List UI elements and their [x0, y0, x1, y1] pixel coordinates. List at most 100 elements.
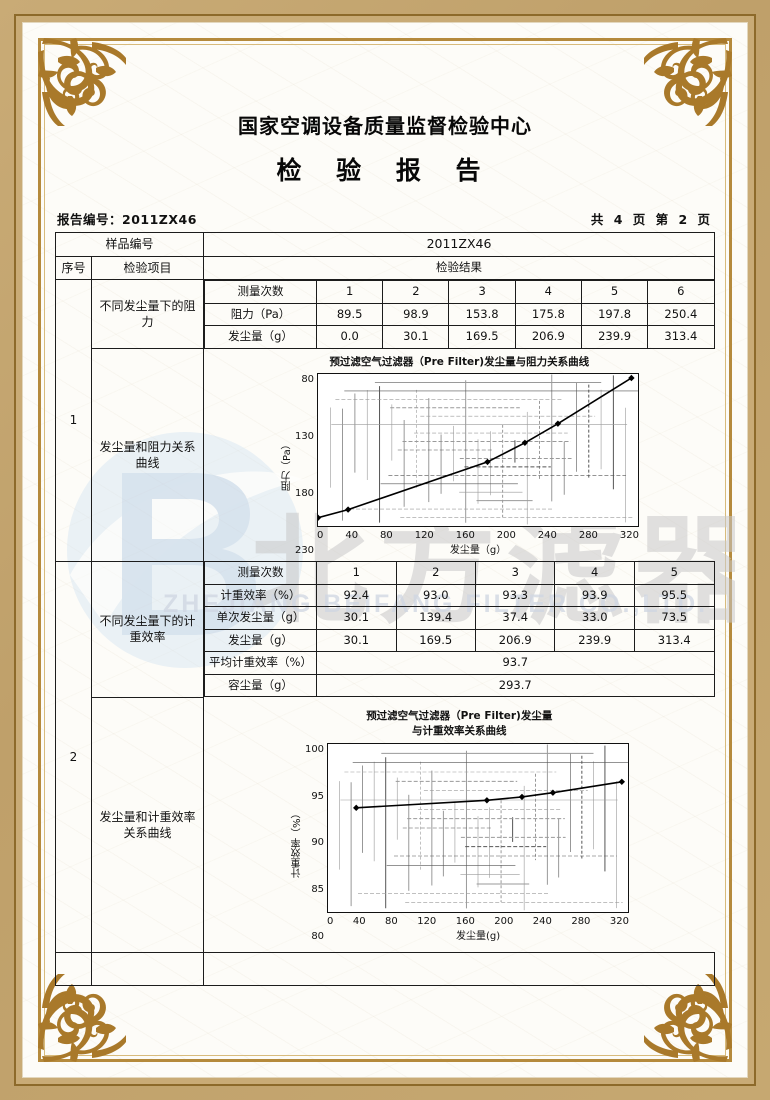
single-dust-label: 单次发尘量（g） — [204, 606, 318, 630]
tick-label: 0 — [317, 530, 324, 542]
dust-6: 313.4 — [647, 325, 715, 349]
tick-label: 280 — [571, 916, 591, 928]
chart-2-cell: 预过滤空气过滤器（Pre Filter)发尘量 与计重效率关系曲线 计重效率（%… — [204, 697, 715, 953]
resistance-subtable: 测量次数 1 2 3 4 5 6 阻力（Pa） 89.5 — [204, 280, 715, 349]
report-title: 检 验 报 告 — [276, 156, 494, 185]
measure-3: 3 — [448, 280, 516, 304]
subtable-row-dust: 发尘量（g） 30.1 169.5 206.9 239.9 313.4 — [204, 628, 715, 653]
chart-1-xlabel: 发尘量（g） — [449, 544, 507, 556]
page-indicator: 共 4 页 第 2 页 — [590, 212, 713, 227]
tick-label: 80 — [301, 374, 315, 386]
sample-no-label: 样品编号 — [54, 232, 205, 257]
subtable-row-single-dust: 单次发尘量（g） 30.1 139.4 37.4 33.0 73.5 — [204, 606, 715, 630]
dust-label: 发尘量（g） — [204, 628, 318, 653]
dust-label: 发尘量（g） — [204, 325, 318, 349]
chart-1-y-ticks: 80 130 180 230 — [295, 373, 317, 557]
chart-2-title-line2: 与计重效率关系曲线 — [412, 725, 507, 738]
chart-1-plot — [317, 373, 640, 528]
chart-2-ylabel: 计重效率（%） — [292, 808, 304, 878]
tick-label: 95 — [311, 790, 325, 802]
col-header-result: 检验结果 — [203, 255, 715, 281]
dust-1: 30.1 — [316, 628, 397, 653]
dust-4: 239.9 — [554, 628, 635, 653]
tick-label: 120 — [417, 916, 437, 928]
row-item-2b: 发尘量和计重效率关系曲线 — [90, 696, 205, 954]
efficiency-4: 93.9 — [554, 583, 635, 608]
single-dust-3: 37.4 — [474, 606, 556, 630]
efficiency-3: 93.3 — [474, 583, 556, 608]
chart-1-title: 预过滤空气过滤器（Pre Filter)发尘量与阻力关系曲线 — [329, 355, 590, 368]
capacity-label: 容尘量（g） — [204, 673, 318, 698]
table-row-2-chart: 发尘量和计重效率关系曲线 预过滤空气过滤器（Pre Filter)发尘量 与计重… — [56, 696, 715, 954]
table-row-blank — [55, 952, 715, 987]
subtable-row-average: 平均计重效率（%） 93.7 — [204, 651, 715, 675]
chart-2-y-ticks: 100 95 90 85 80 — [305, 743, 327, 943]
chart-2-plot — [327, 743, 630, 914]
single-dust-2: 139.4 — [395, 606, 476, 630]
chart-1-cell: 预过滤空气过滤器（Pre Filter)发尘量与阻力关系曲线 阻力（Pa） 80… — [204, 349, 715, 562]
row-1-result-cell: 测量次数 1 2 3 4 5 6 阻力（Pa） 89.5 — [204, 280, 715, 349]
tick-label: 230 — [294, 544, 315, 556]
subtable-row-dust: 发尘量（g） 0.0 30.1 169.5 206.9 239.9 313.4 — [204, 325, 715, 349]
capacity-value: 293.7 — [316, 673, 715, 698]
tick-label: 85 — [311, 884, 325, 896]
subtable-row-measure: 测量次数 1 2 3 4 5 6 — [204, 280, 715, 304]
dust-1: 0.0 — [316, 325, 384, 349]
single-dust-4: 33.0 — [554, 606, 635, 630]
row-index-2: 2 — [55, 560, 92, 954]
avg-value: 93.7 — [316, 651, 715, 675]
tick-label: 240 — [532, 916, 552, 928]
tick-label: 120 — [414, 530, 434, 542]
subtable-row-efficiency: 计重效率（%） 92.4 93.0 93.3 93.9 95.5 — [204, 583, 715, 608]
measure-1: 1 — [316, 280, 384, 304]
tick-label: 0 — [327, 916, 334, 928]
organization-title: 国家空调设备质量监督检验中心 — [238, 114, 532, 138]
tick-label: 280 — [578, 530, 598, 542]
measure-2: 2 — [382, 280, 450, 304]
measure-4: 4 — [554, 561, 635, 585]
dust-2: 30.1 — [382, 325, 450, 349]
efficiency-5: 95.5 — [633, 583, 715, 608]
resistance-4: 175.8 — [514, 302, 582, 327]
tick-label: 80 — [380, 530, 393, 542]
row-item-1b: 发尘量和阻力关系曲线 — [90, 348, 205, 562]
resistance-1: 89.5 — [316, 302, 384, 327]
measure-3: 3 — [474, 561, 556, 585]
row-item-1a: 不同发尘量下的阻力 — [90, 279, 205, 350]
measure-5: 5 — [633, 561, 715, 585]
subtable-row-resistance: 阻力（Pa） 89.5 98.9 153.8 175.8 197.8 250.4 — [204, 302, 715, 327]
dust-3: 206.9 — [474, 628, 556, 653]
row-index-1: 1 — [55, 279, 92, 562]
sample-no-value: 2011ZX46 — [203, 232, 715, 257]
measure-1: 1 — [316, 561, 397, 585]
table-row-header: 序号 检验项目 检验结果 — [55, 255, 715, 281]
report-document: 国家空调设备质量监督检验中心 检 验 报 告 报告编号：2011ZX46 共 4… — [54, 55, 715, 1045]
chart-1-ylabel: 阻力（Pa） — [282, 439, 294, 492]
tick-label: 40 — [352, 916, 366, 928]
tick-label: 180 — [294, 488, 315, 500]
blank-index — [55, 952, 92, 987]
col-header-item: 检验项目 — [90, 255, 205, 281]
dust-2: 169.5 — [395, 628, 476, 653]
chart-1-x-ticks: 0 40 80 120 160 200 240 280 320 — [317, 527, 639, 543]
chart-2-title: 预过滤空气过滤器（Pre Filter)发尘量 与计重效率关系曲线 — [208, 709, 710, 741]
tick-label: 240 — [537, 530, 557, 542]
measure-4: 4 — [514, 280, 582, 304]
chart-2-xlabel: 发尘量(g) — [455, 930, 501, 942]
tick-label: 320 — [609, 916, 629, 928]
tick-label: 80 — [385, 916, 398, 928]
dust-5: 239.9 — [580, 325, 649, 349]
measure-label: 测量次数 — [204, 561, 318, 585]
tick-label: 100 — [304, 744, 325, 756]
tick-label: 160 — [455, 916, 475, 928]
tick-label: 160 — [455, 530, 475, 542]
row-2-result-cell: 测量次数 1 2 3 4 5 计重效率（%） 92.4 93.0 — [204, 561, 715, 698]
row-item-2a: 不同发尘量下的计重效率 — [90, 560, 205, 698]
single-dust-5: 73.5 — [633, 606, 715, 630]
dust-3: 169.5 — [448, 325, 516, 349]
tick-label: 200 — [494, 916, 514, 928]
dust-4: 206.9 — [514, 325, 582, 349]
resistance-6: 250.4 — [647, 302, 715, 327]
chart-2-title-line1: 预过滤空气过滤器（Pre Filter)发尘量 — [366, 709, 553, 722]
efficiency-2: 93.0 — [395, 583, 476, 608]
